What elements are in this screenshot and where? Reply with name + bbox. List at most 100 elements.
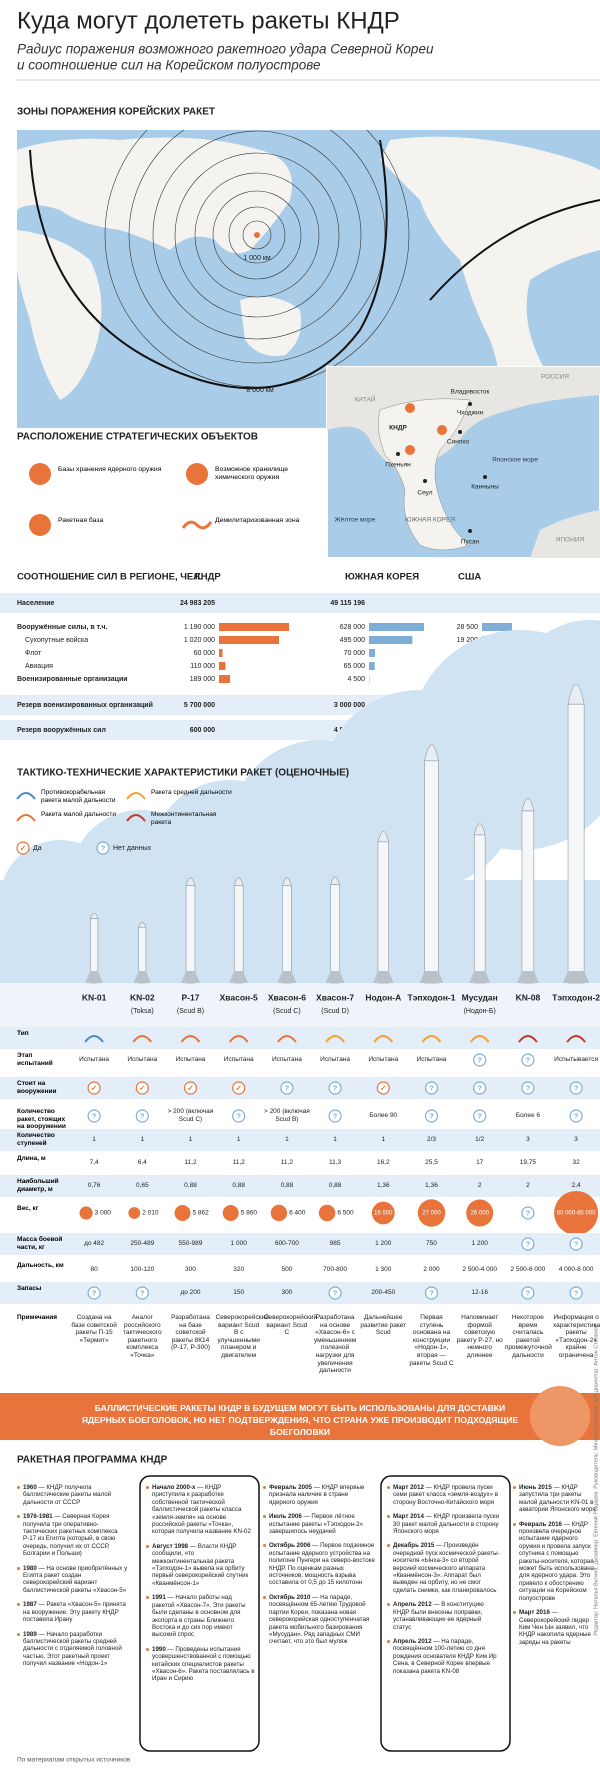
weight-circle	[222, 1205, 239, 1221]
inset-map	[326, 366, 600, 559]
cell: 320	[233, 1266, 245, 1273]
cell: 2,4	[571, 1182, 581, 1189]
cell: 4 000-8 000	[558, 1266, 594, 1273]
banner-emblem	[530, 1386, 590, 1446]
unknown-icon	[569, 1237, 583, 1251]
weight-circle	[318, 1204, 336, 1222]
range-rings	[104, 130, 410, 388]
missile	[233, 885, 244, 984]
weight-circle	[466, 1199, 494, 1227]
object-label: Базы хранения ядерного оружия	[58, 466, 162, 473]
cell: 11,2	[232, 1159, 245, 1166]
cell: 2 000	[423, 1266, 440, 1273]
program-column: Июнь 2015 — КНДР запустила три ракеты ма…	[513, 1484, 597, 1653]
unknown-icon	[424, 1109, 439, 1123]
yes-icon-text: ✓	[20, 843, 26, 852]
program-date: Октябрь 2006	[269, 1542, 311, 1550]
program-text: — Начало разработки баллистической ракет…	[23, 1630, 122, 1668]
type-icon	[421, 1035, 442, 1043]
weight-label: 3 000	[95, 1210, 112, 1217]
row-value: 628 000	[340, 624, 365, 631]
row-label: Тип	[17, 1030, 29, 1037]
type-icon	[180, 1035, 201, 1043]
weight-label: 6 500	[337, 1210, 354, 1217]
footer-credits: Редактор: Наталья Витина. Дизайнер: Евге…	[592, 1324, 599, 1636]
city-dot	[468, 402, 472, 406]
row-label: Вооружённые силы, в т.ч.	[17, 624, 107, 631]
city-dot	[396, 452, 400, 456]
program-text: — На параде, посвящённом 100-летию со дн…	[393, 1637, 497, 1675]
legend-label: Ракета средней дальности	[151, 789, 232, 796]
program-entry: 1991 — Начало работы над ракетой «Хвасон…	[146, 1594, 256, 1638]
missile-fins	[372, 971, 394, 983]
type-icon	[469, 1035, 490, 1043]
weight-circle	[79, 1206, 93, 1220]
city-dot	[423, 479, 427, 483]
cell: 700-800	[323, 1266, 348, 1273]
type-icon	[566, 1035, 586, 1043]
missile-name: Хвасон-6	[268, 992, 306, 1002]
unknown-icon	[569, 1081, 583, 1095]
city-dot	[458, 430, 462, 434]
cell: Более 90	[369, 1112, 398, 1119]
cell: 11,3	[329, 1159, 342, 1166]
missile-name: Хвасон-7	[316, 992, 354, 1002]
program-text: — КНДР впервые признала наличие в стране…	[269, 1484, 365, 1506]
cell: 500	[281, 1266, 293, 1273]
missile	[473, 834, 486, 984]
type-icon	[132, 1035, 153, 1043]
program-date: Февраль 2005	[269, 1484, 312, 1491]
missile-name: Тэпходон-1	[408, 992, 456, 1002]
inset-label: Жёлтое море	[335, 517, 376, 524]
cell: Испытана	[223, 1056, 254, 1063]
object-icon	[29, 514, 51, 536]
force-bar	[219, 623, 289, 631]
program-date: 1989	[23, 1630, 37, 1638]
missile	[185, 885, 196, 984]
program-text: — Ракета «Хвасон-5» принята на вооружени…	[23, 1601, 126, 1624]
cell: 19,75	[519, 1159, 537, 1166]
weight-label: 6 400	[289, 1210, 306, 1217]
unknown-icon-text: ?	[236, 1111, 241, 1120]
section-title: СООТНОШЕНИЕ СИЛ В РЕГИОНЕ, ЧЕЛ.	[17, 572, 203, 583]
row-value: 24 983 205	[180, 600, 215, 607]
dmz-icon	[181, 520, 213, 530]
program-text: — Проведены испытания усовершенствованно…	[152, 1645, 255, 1683]
unknown-icon	[521, 1081, 535, 1095]
weight-label: 5 860	[241, 1210, 258, 1217]
program-entry: Февраль 2016 — КНДР произвела очередное …	[513, 1521, 597, 1602]
cloud	[0, 880, 600, 985]
cell: 2	[526, 1182, 530, 1189]
section-title: РАСПОЛОЖЕНИЕ СТРАТЕГИЧЕСКИХ ОБЪЕКТОВ	[17, 432, 258, 443]
type-icon	[325, 1035, 345, 1043]
force-bar	[369, 649, 376, 657]
missile	[567, 703, 585, 984]
range-8000	[429, 199, 600, 301]
weight-circle	[128, 1207, 141, 1219]
cell: 100-120	[130, 1266, 155, 1273]
cell: Напоминает формой советскую ракету Р-27,…	[456, 1314, 503, 1359]
program-date: Декабрь 2015	[393, 1542, 435, 1550]
object-label: Демилитаризованная зона	[215, 517, 300, 524]
cell: Разработана на основе «Хвасон-6» с умень…	[313, 1314, 357, 1375]
unknown-icon	[87, 1109, 101, 1123]
row-label: Военизированные организации	[17, 676, 128, 683]
program-column: 1960 — КНДР получила баллистические раке…	[17, 1484, 132, 1675]
yes-icon	[87, 1081, 101, 1095]
land	[17, 230, 102, 400]
cell: 0,88	[328, 1182, 342, 1189]
inset-label: Пхеньян	[385, 462, 411, 469]
program-date: Март 2014	[393, 1513, 424, 1521]
missile-fins	[563, 971, 590, 983]
cell: 300	[281, 1289, 293, 1296]
program-text: — КНДР произвела пуски 30 ракет малой да…	[393, 1513, 500, 1536]
unknown-icon	[87, 1286, 101, 1300]
cell: Некоторое время считалась ракетой промеж…	[504, 1314, 552, 1359]
cell: Испытывается	[554, 1056, 599, 1063]
row-band	[0, 593, 600, 613]
land	[380, 136, 600, 428]
unknown-icon	[473, 1109, 487, 1123]
cell: 1 200	[375, 1240, 392, 1247]
